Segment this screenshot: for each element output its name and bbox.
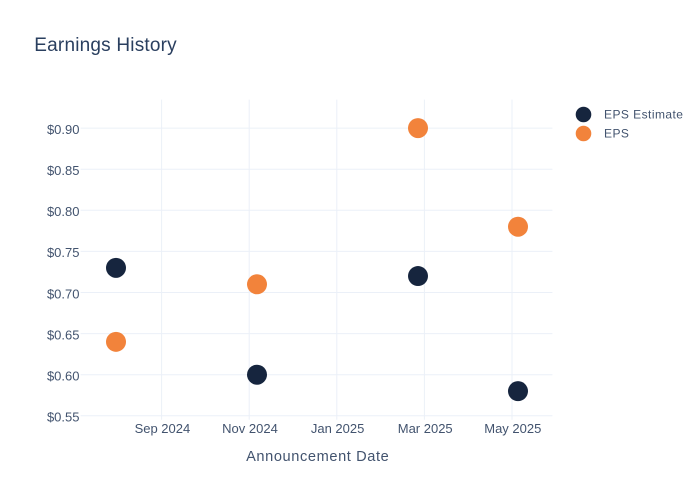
svg-text:Announcement Date: Announcement Date (246, 449, 389, 465)
svg-text:$0.65: $0.65 (47, 327, 80, 342)
svg-text:Nov 2024: Nov 2024 (222, 421, 278, 436)
svg-text:$0.70: $0.70 (47, 286, 80, 301)
svg-text:$0.80: $0.80 (47, 204, 80, 219)
svg-text:Sep 2024: Sep 2024 (135, 421, 191, 436)
svg-text:Earnings History: Earnings History (34, 35, 177, 56)
svg-text:EPS Estimate: EPS Estimate (604, 108, 683, 122)
svg-text:$0.75: $0.75 (47, 245, 80, 260)
svg-text:$0.85: $0.85 (47, 163, 80, 178)
svg-text:EPS: EPS (604, 127, 629, 141)
svg-text:$0.55: $0.55 (47, 410, 80, 425)
svg-text:$0.90: $0.90 (47, 122, 80, 137)
svg-text:Mar 2025: Mar 2025 (398, 421, 453, 436)
svg-text:$0.60: $0.60 (47, 369, 80, 384)
svg-text:May 2025: May 2025 (484, 421, 541, 436)
svg-text:Jan 2025: Jan 2025 (311, 421, 365, 436)
